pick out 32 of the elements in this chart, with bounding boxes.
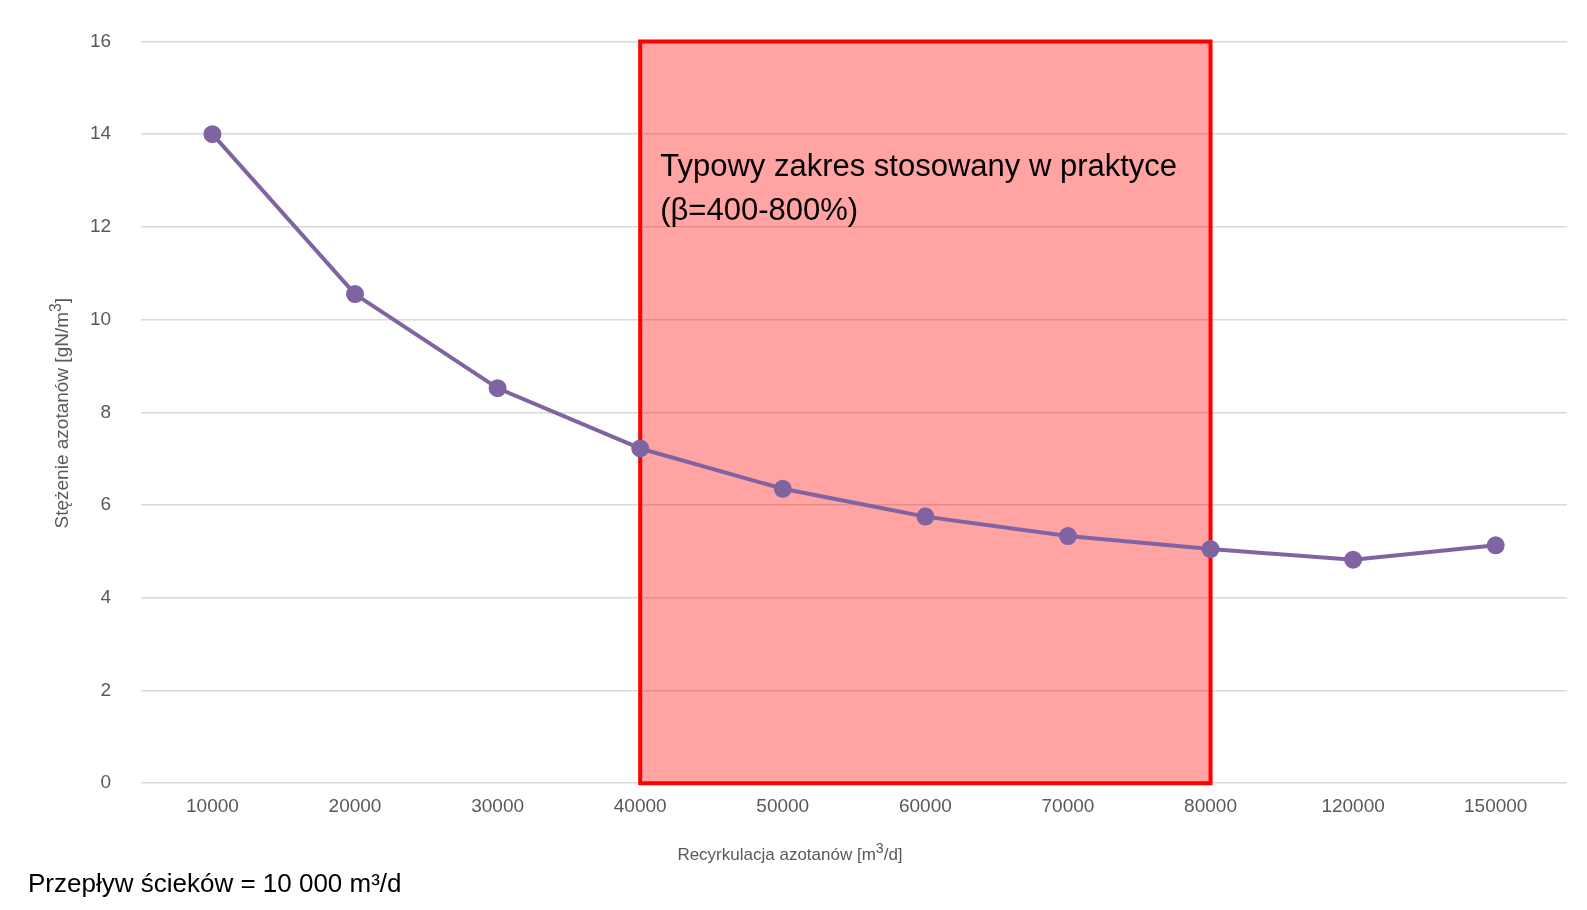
x-tick-label: 20000 <box>328 794 382 816</box>
x-tick-label: 120000 <box>1321 794 1385 816</box>
y-tick-label: 10 <box>89 307 112 329</box>
x-axis-title: Recyrkulacja azotanów [m$^{3}$/d] <box>676 840 904 865</box>
y-tick-label: 12 <box>89 215 112 237</box>
point <box>488 379 507 398</box>
point <box>1201 540 1220 559</box>
x-tick-label: 60000 <box>898 794 952 816</box>
x-tick-label: 70000 <box>1041 794 1095 816</box>
point <box>1344 550 1363 569</box>
y-tick-label: 6 <box>100 493 112 515</box>
point <box>916 507 935 526</box>
y-tick-label: 2 <box>100 678 112 700</box>
point <box>773 479 792 498</box>
point <box>1486 536 1505 555</box>
x-tick-label: 10000 <box>186 794 239 816</box>
y-tick-label: 16 <box>89 29 112 51</box>
y-tick-label: 0 <box>100 771 112 793</box>
y-tick-label: 4 <box>100 585 112 607</box>
y-tick-label: 8 <box>100 400 112 422</box>
point <box>1058 527 1077 546</box>
x-tick-label: 80000 <box>1184 794 1237 816</box>
point <box>631 439 650 458</box>
x-tick-label: 30000 <box>471 794 525 816</box>
x-tick-label: 40000 <box>613 794 667 816</box>
x-tick-label: 150000 <box>1464 794 1528 816</box>
point <box>346 285 365 304</box>
point <box>203 125 222 144</box>
text: Przepływ ścieków = 10 000 m³/d <box>28 868 402 899</box>
x-tick-label: 50000 <box>756 794 810 816</box>
band-label: Typowy zakres stosowany w praktyce (β=400-800%) <box>660 148 1178 228</box>
y-tick-label: 14 <box>89 122 112 144</box>
